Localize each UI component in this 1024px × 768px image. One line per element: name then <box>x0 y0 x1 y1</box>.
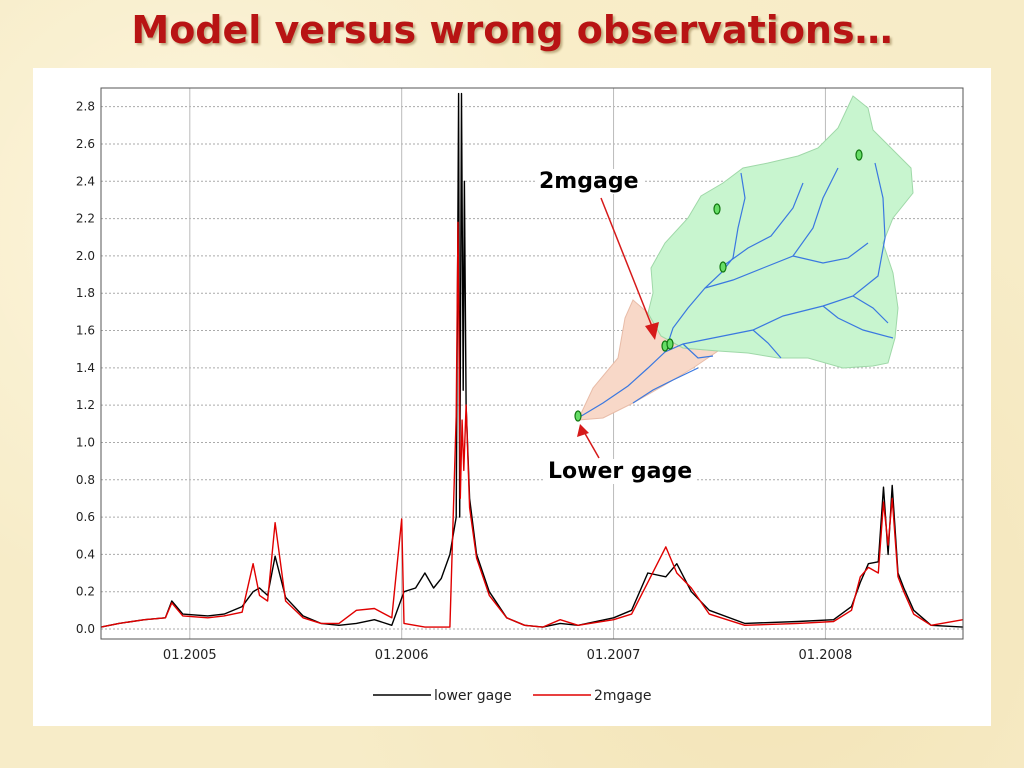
y-tick-label: 2.0 <box>76 249 95 263</box>
catchment-map-icon <box>574 95 914 459</box>
y-tick-label: 0.4 <box>76 547 95 561</box>
y-tick-label: 1.8 <box>76 286 95 300</box>
slide-title: Model versus wrong observations… <box>131 8 893 52</box>
y-tick-labels: 0.0 0.2 0.4 0.6 0.8 1.0 1.2 1.4 1.6 1.8 2.0 2.2 2.4 2… <box>76 100 95 636</box>
y-tick-label: 1.0 <box>76 435 95 449</box>
y-tick-label: 2.4 <box>76 174 95 188</box>
map-label-2mgage: 2mgage <box>535 169 643 194</box>
series-lines <box>100 92 964 628</box>
x-tick-label: 01.2008 <box>799 648 853 663</box>
arrow-2mgage <box>600 197 656 335</box>
x-tick-label: 01.2005 <box>163 648 217 663</box>
arrow-lower-gage-head <box>577 424 589 437</box>
x-tick-label: 01.2007 <box>587 648 641 663</box>
y-tick-label: 2.2 <box>76 212 95 226</box>
y-tick-label: 2.8 <box>76 100 95 114</box>
legend-label-2mgage: 2mgage <box>594 688 652 704</box>
y-tick-label: 2.6 <box>76 137 95 151</box>
plot-frame <box>100 87 964 640</box>
y-tick-label: 0.0 <box>76 622 95 636</box>
series-line-2mgage <box>100 221 964 628</box>
arrow-2mgage-head <box>645 322 659 340</box>
hydrograph-chart: 0.0 0.2 0.4 0.6 0.8 1.0 1.2 1.4 1.6 1.8 2.0 2.2 2.4 2… <box>76 87 964 704</box>
stream-network <box>577 162 894 419</box>
y-tick-label: 1.2 <box>76 398 95 412</box>
y-tick-label: 0.6 <box>76 510 95 524</box>
x-tick-labels: 01.2005 01.2006 01.2007 01.2008 <box>163 648 852 663</box>
map-label-lower-gage: Lower gage <box>544 459 697 484</box>
chart-panel: 0.0 0.2 0.4 0.6 0.8 1.0 1.2 1.4 1.6 1.8 2.0 2.2 2.4 2… <box>33 68 991 726</box>
y-tick-label: 0.8 <box>76 473 95 487</box>
legend: lower gage 2mgage <box>373 688 652 704</box>
gage-marker-icon <box>574 149 863 422</box>
x-tick-label: 01.2006 <box>375 648 429 663</box>
upper-catchment <box>647 95 914 369</box>
y-tick-label: 1.6 <box>76 324 95 338</box>
legend-label-lower-gage: lower gage <box>434 688 512 704</box>
arrow-lower-gage <box>582 429 600 459</box>
y-tick-label: 1.4 <box>76 361 95 375</box>
y-tick-label: 0.2 <box>76 585 95 599</box>
